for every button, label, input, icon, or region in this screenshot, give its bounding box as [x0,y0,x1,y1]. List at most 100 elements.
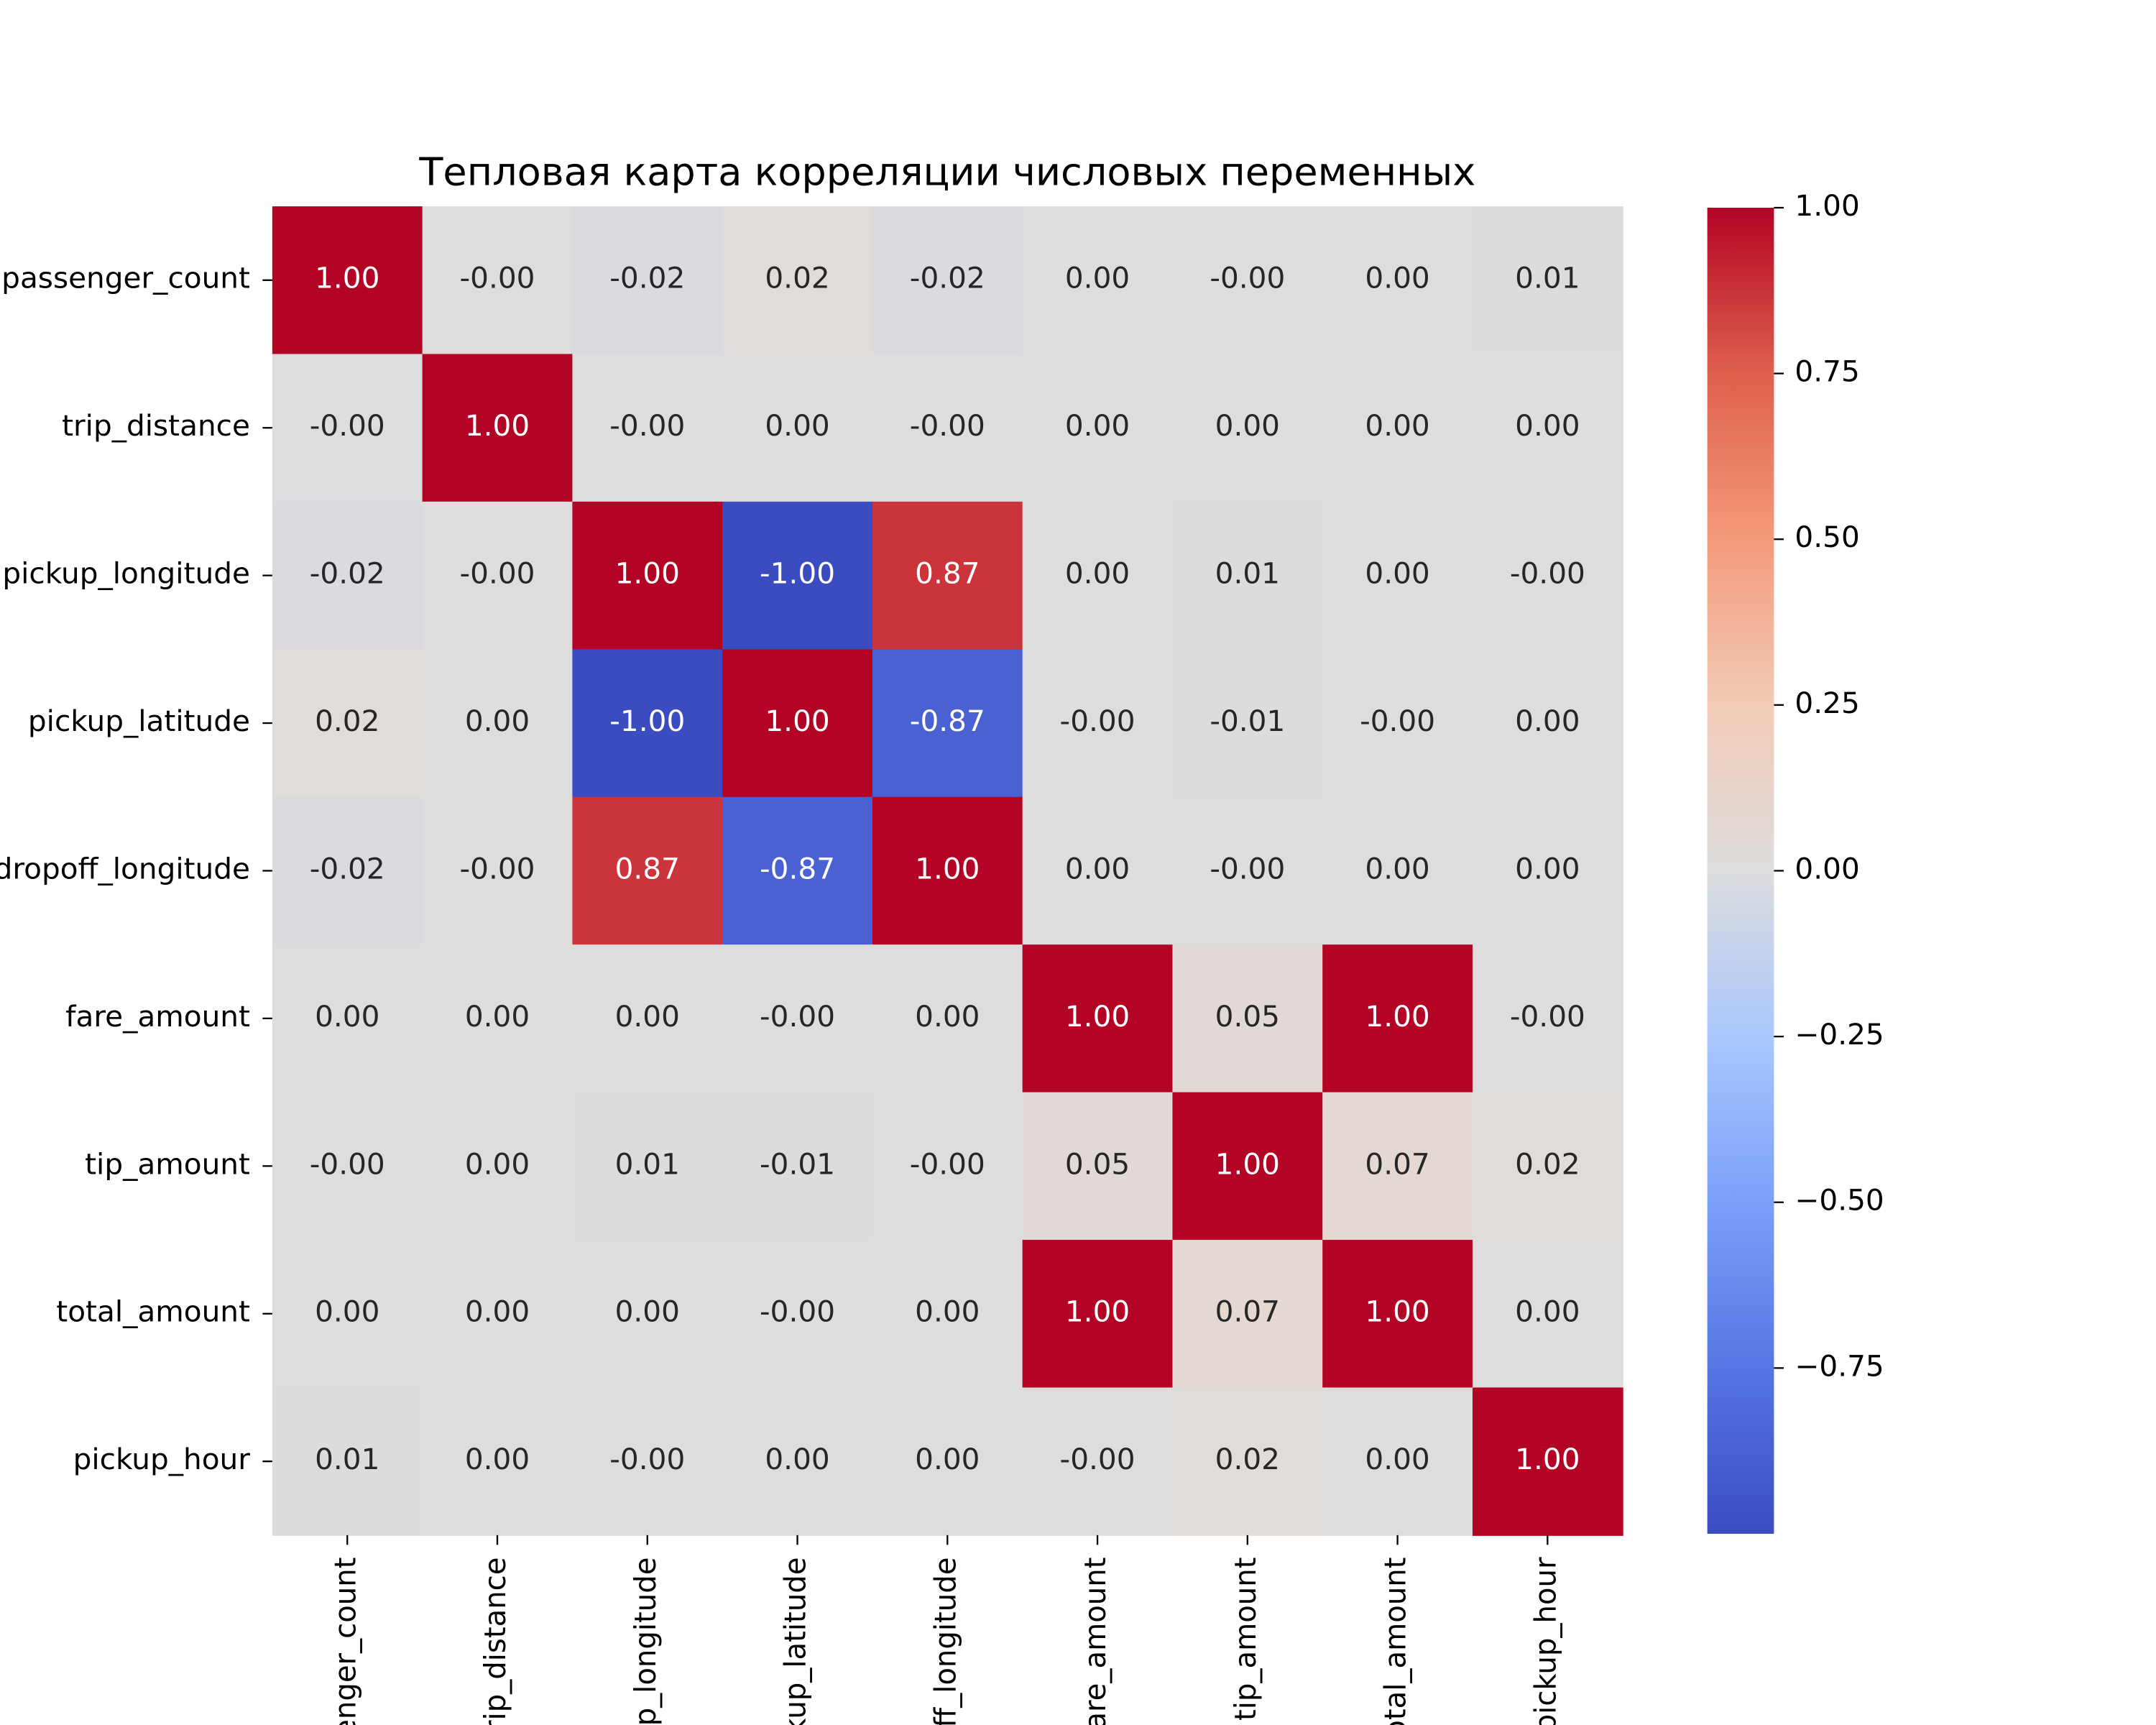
heatmap-cell [1472,944,1623,1093]
heatmap-cell [1022,354,1174,502]
heatmap-cell [572,1240,724,1389]
heatmap-cell [1172,944,1324,1093]
cell-label: 0.00 [1065,409,1130,443]
colorbar-tick-label: −0.50 [1795,1184,1884,1218]
heatmap-cell [1472,796,1623,946]
cell-label: -0.00 [1210,262,1285,295]
cell-label: 0.05 [1065,1147,1130,1181]
x-tick-label: fare_amount [1079,1558,1112,1725]
cell-label: 0.00 [1365,262,1429,295]
cell-label: -0.01 [1210,704,1285,738]
y-tick-label: trip_distance [62,409,250,443]
heatmap-cell [272,354,423,502]
heatmap-cell [722,944,873,1093]
cell-label: 1.00 [1065,1295,1130,1329]
cell-label: 0.00 [915,1295,980,1329]
cell-label: -0.00 [460,557,535,591]
y-tick-label: passenger_count [1,262,250,295]
heatmap-cell [722,1387,873,1536]
cell-label: 0.00 [765,409,829,443]
cell-label: -0.00 [1360,704,1435,738]
heatmap-cell [872,1387,1023,1536]
cell-label: 0.00 [465,1443,530,1476]
cell-label: 0.00 [1065,557,1130,591]
heatmap-cell [1022,501,1174,650]
cell-label: -0.00 [609,1443,685,1476]
heatmap-cell [1022,206,1174,355]
heatmap-cell [1172,501,1324,650]
cell-label: -0.02 [310,852,385,886]
cell-label: 1.00 [1365,1295,1429,1329]
heatmap-cell [422,649,573,798]
y-tick-label: pickup_hour [73,1443,251,1476]
cell-label: 0.00 [765,1443,829,1476]
heatmap-cell [1172,1240,1324,1389]
heatmap-cell [722,501,873,650]
x-tick-label: pickup_hour [1529,1557,1562,1725]
cell-label: 0.00 [915,1443,980,1476]
cell-label: 0.02 [765,262,829,295]
cell-label: 0.00 [1365,557,1429,591]
cell-label: -0.00 [609,409,685,443]
heatmap-cell [422,796,573,946]
cell-label: 1.00 [1215,1147,1280,1181]
heatmap-cell [1472,1092,1623,1241]
cell-label: -0.02 [310,557,385,591]
heatmap-cell [422,354,573,502]
cell-label: 0.00 [465,1000,530,1034]
y-tick-label: total_amount [56,1295,250,1329]
cell-label: -0.00 [460,262,535,295]
colorbar-tick-label: 1.00 [1795,189,1859,223]
heatmap-cell [1322,944,1473,1093]
heatmap-cell [272,1240,423,1389]
heatmap-cell [422,1240,573,1389]
chart-title: Тепловая карта корреляции числовых перем… [418,150,1475,195]
cell-label: -0.00 [1060,1443,1135,1476]
colorbar-tick-label: −0.25 [1795,1018,1884,1052]
cell-label: 0.00 [1515,409,1580,443]
x-tick-label: dropoff_longitude [929,1558,962,1725]
cell-label: -0.00 [760,1295,835,1329]
cell-label: 0.00 [615,1000,680,1034]
cell-label: -0.87 [910,704,985,738]
cell-label: 0.02 [315,704,379,738]
cell-label: -0.00 [310,409,385,443]
heatmap-cell [572,1092,724,1241]
cell-label: -0.02 [910,262,985,295]
heatmap-cell [572,354,724,502]
heatmap-cell [1022,796,1174,946]
cell-label: 0.05 [1215,1000,1280,1034]
colorbar-tick-label: 0.25 [1795,686,1859,720]
cell-label: 0.00 [1065,852,1130,886]
cell-label: 0.00 [915,1000,980,1034]
heatmap-cell [872,1092,1023,1241]
colorbar [1707,207,1774,1534]
heatmap-cell [572,206,724,355]
heatmap-cell [422,206,573,355]
heatmap-cell [1172,796,1324,946]
heatmap-cell [1322,1240,1473,1389]
x-tick-label: passenger_count [328,1558,362,1725]
heatmap-cell [272,1092,423,1241]
heatmap-cell [1322,354,1473,502]
heatmap-cell [722,649,873,798]
y-tick-label: pickup_latitude [28,704,250,738]
cell-label: 0.00 [1515,704,1580,738]
cell-label: 0.00 [465,704,530,738]
cell-label: 1.00 [1515,1443,1580,1476]
cell-label: 0.00 [615,1295,680,1329]
y-tick-label: pickup_longitude [2,557,250,591]
heatmap-cell [872,501,1023,650]
cell-label: -0.00 [1060,704,1135,738]
cell-label: 0.07 [1215,1295,1280,1329]
cell-label: -0.00 [460,852,535,886]
cell-label: 1.00 [315,262,379,295]
heatmap-cell [722,796,873,946]
cell-label: 1.00 [465,409,530,443]
heatmap-cell [1022,1092,1174,1241]
cell-label: 0.02 [1215,1443,1280,1476]
cell-label: 0.00 [465,1295,530,1329]
cell-label: 0.01 [1215,557,1280,591]
heatmap-cell [1172,206,1324,355]
